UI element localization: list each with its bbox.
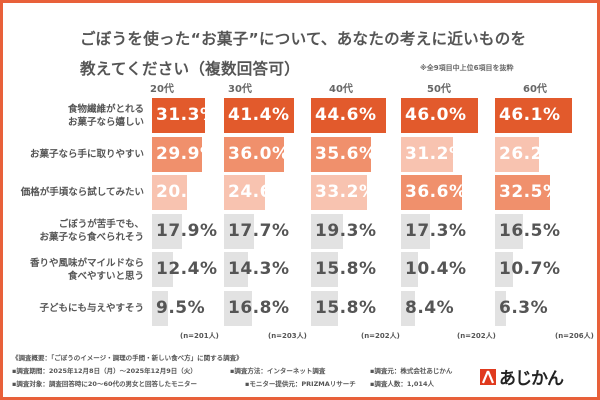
bar xyxy=(152,175,188,210)
data-label: 41.4% xyxy=(228,105,290,125)
sample-size: (n=202人) xyxy=(361,332,400,340)
bar xyxy=(224,290,253,326)
bar xyxy=(311,136,371,172)
data-label: 20.9% xyxy=(156,182,218,202)
bar xyxy=(224,213,254,249)
data-label: 10.7% xyxy=(499,259,561,279)
bar xyxy=(152,252,173,287)
data-label: 6.3% xyxy=(499,297,549,318)
data-label: 16.8% xyxy=(228,297,290,318)
bar xyxy=(401,175,463,210)
data-label: 31.3% xyxy=(156,105,218,125)
row-label: ごぼうが苦手でも、 お菓子なら食べられそう xyxy=(39,219,144,243)
data-label: 8.4% xyxy=(405,297,455,318)
title-line-1: ごぼうを使った“お菓子”について、あなたの考えに近いものを xyxy=(80,30,527,48)
data-label: 36.0% xyxy=(228,143,290,164)
bar xyxy=(311,252,338,287)
bar xyxy=(495,136,540,172)
data-label: 15.8% xyxy=(315,297,377,318)
footer-provider: ▪モニター提供元：PRIZMAリサーチ xyxy=(245,380,356,388)
bar xyxy=(495,252,513,287)
column-header: 50代 xyxy=(427,84,451,95)
note: ※全9項目中上位6項目を抜粋 xyxy=(420,64,514,72)
data-label: 19.3% xyxy=(315,220,377,241)
data-label: 17.7% xyxy=(228,220,290,241)
data-label: 31.2% xyxy=(405,143,467,164)
row-label: 食物繊維がとれる お菓子なら嬉しい xyxy=(67,103,144,128)
bar xyxy=(401,136,454,172)
logo-mark-icon xyxy=(480,368,496,385)
bar xyxy=(224,136,285,172)
bar xyxy=(152,213,183,249)
bar xyxy=(495,175,550,210)
data-label: 35.6% xyxy=(315,143,377,164)
bar xyxy=(495,98,573,133)
bar xyxy=(401,290,416,326)
title-line-2: 教えてください（複数回答可） xyxy=(80,60,300,78)
footer-method: ▪調査方法：インターネット調査 xyxy=(230,367,326,375)
footer-target: ▪調査対象：調査回答時に20～60代の男女と回答したモニター xyxy=(12,380,197,388)
bar xyxy=(224,175,266,210)
data-label: 29.9% xyxy=(156,143,218,164)
footer-summary: 《調査概要：「ごぼうのイメージ・調理の手間・新しい食べ方」に関する調査》 xyxy=(12,354,243,362)
data-label: 15.8% xyxy=(315,259,377,279)
data-label: 14.3% xyxy=(228,259,290,279)
data-label: 17.3% xyxy=(405,220,467,241)
data-label: 46.0% xyxy=(405,105,467,125)
bar xyxy=(495,290,506,326)
ajikan-logo: あじかん xyxy=(480,364,564,389)
bar xyxy=(401,252,419,287)
data-label: 9.5% xyxy=(156,297,206,318)
sample-size: (n=203人) xyxy=(268,332,307,340)
column-header: 60代 xyxy=(523,84,547,95)
data-label: 12.4% xyxy=(156,259,218,279)
data-label: 46.1% xyxy=(499,105,561,125)
bar xyxy=(224,252,249,287)
data-label: 24.6% xyxy=(228,182,290,202)
sample-size: (n=201人) xyxy=(180,332,219,340)
data-label: 26.2% xyxy=(499,143,561,164)
sample-size: (n=202人) xyxy=(457,332,496,340)
bar xyxy=(311,175,367,210)
chart-title: ごぼうを使った“お菓子”について、あなたの考えに近いものを 教えてください（複数… xyxy=(80,24,526,84)
data-label: 17.9% xyxy=(156,220,218,241)
row-label: お菓子なら手に取りやすい xyxy=(29,148,144,160)
row-label: 価格が手頃なら試してみたい xyxy=(20,187,144,198)
footer-count: ▪調査人数：1,014人 xyxy=(370,380,434,388)
sample-size: (n=206人) xyxy=(555,332,594,340)
column-header: 30代 xyxy=(228,84,252,95)
bar xyxy=(152,136,203,172)
bar xyxy=(495,213,523,249)
footer-org: ▪調査元：株式会社あじかん xyxy=(370,367,453,375)
row-label: 子どもにも与えやすそう xyxy=(39,302,144,314)
column-header: 20代 xyxy=(150,84,174,95)
data-label: 33.2% xyxy=(315,182,377,202)
bar xyxy=(224,98,294,133)
bar xyxy=(401,98,479,133)
logo-text: あじかん xyxy=(499,369,564,389)
footer-period: ▪調査期間：2025年12月8日（月）～2025年12月9日（火） xyxy=(12,367,197,375)
column-header: 40代 xyxy=(329,84,353,95)
bar xyxy=(311,290,338,326)
bar xyxy=(311,98,386,133)
row-label: 香りや風味がマイルドなら 食べやすいと思う xyxy=(29,257,144,282)
bar xyxy=(311,213,344,249)
bar xyxy=(401,213,431,249)
data-label: 36.6% xyxy=(405,182,467,202)
bar xyxy=(152,98,205,133)
data-label: 16.5% xyxy=(499,220,561,241)
data-label: 10.4% xyxy=(405,259,467,279)
data-label: 32.5% xyxy=(499,182,561,202)
data-label: 44.6% xyxy=(315,105,377,125)
bar xyxy=(152,290,168,326)
